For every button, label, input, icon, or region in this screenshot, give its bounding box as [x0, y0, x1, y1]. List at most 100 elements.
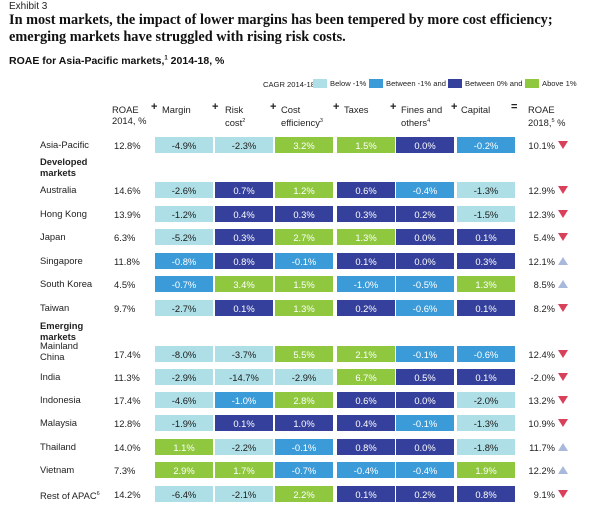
- header-roae-2018: ROAE 2018,5 %: [528, 104, 572, 128]
- roae-2018-value: 9.1%: [533, 489, 555, 500]
- cell-risk-cost: -3.7%: [215, 346, 273, 362]
- roae-2014-value: 7.3%: [114, 465, 136, 476]
- cell-fines-and-others: 0.0%: [396, 137, 454, 153]
- roae-2014-value: 11.8%: [114, 256, 140, 267]
- legend-label: Between 0% and 1%: [465, 79, 536, 88]
- cell-capital: 0.8%: [457, 486, 515, 502]
- cell-cost-efficiency: 1.2%: [275, 182, 333, 198]
- cell-margin: -0.7%: [155, 276, 213, 292]
- row-label-text: Taiwan: [40, 302, 70, 313]
- cell-fines-and-others: -0.5%: [396, 276, 454, 292]
- cell-margin: -4.9%: [155, 137, 213, 153]
- trend-up-icon: [558, 280, 568, 288]
- header-capital: Capital: [461, 104, 491, 115]
- trend-down-icon: [558, 350, 568, 358]
- trend-up-icon: [558, 257, 568, 265]
- row-label-text: Rest of APAC: [40, 490, 97, 502]
- roae-2018-value: -2.0%: [530, 372, 556, 383]
- cell-risk-cost: 0.1%: [215, 300, 273, 316]
- trend-down-icon: [558, 419, 568, 427]
- row-label-taiwan: Taiwan: [40, 302, 70, 314]
- header-risk-cost: Risk cost2: [225, 104, 265, 128]
- cell-taxes: 0.1%: [337, 253, 395, 269]
- cell-fines-and-others: -0.4%: [396, 462, 454, 478]
- cell-risk-cost: 0.3%: [215, 229, 273, 245]
- cell-fines-and-others: -0.1%: [396, 415, 454, 431]
- roae-2018-value: 12.4%: [528, 349, 555, 360]
- exhibit-label: Exhibit 3: [9, 1, 48, 12]
- group-emerging-markets: Emerging markets: [40, 320, 84, 342]
- row-label-text: South Korea: [40, 278, 93, 289]
- roae-2018-value: 10.9%: [528, 418, 555, 429]
- roae-2014-value: 17.4%: [114, 395, 141, 406]
- cell-fines-and-others: 0.5%: [396, 369, 454, 385]
- header-taxes: Taxes: [344, 104, 369, 115]
- cell-fines-and-others: -0.1%: [396, 346, 454, 362]
- cell-cost-efficiency: 2.8%: [275, 392, 333, 408]
- cell-cost-efficiency: 2.7%: [275, 229, 333, 245]
- row-label-text: India: [40, 371, 61, 382]
- row-label-text: Malaysia: [40, 417, 77, 428]
- cell-risk-cost: -2.1%: [215, 486, 273, 502]
- row-label-mainland-china: Mainland China: [40, 340, 85, 362]
- trend-down-icon: [558, 490, 568, 498]
- cell-risk-cost: -1.0%: [215, 392, 273, 408]
- roae-2018-value: 8.5%: [533, 279, 555, 290]
- header-cost-efficiency-footnote: 3: [319, 117, 323, 124]
- row-label-japan: Japan: [40, 231, 66, 243]
- header-roae-2018-unit: %: [554, 116, 566, 128]
- header-fines-text: Fines and others: [401, 104, 443, 128]
- row-label-text: Singapore: [40, 255, 83, 266]
- cell-margin: -6.4%: [155, 486, 213, 502]
- row-label-asia-pacific: Asia-Pacific: [40, 139, 89, 151]
- roae-2014-value: 13.9%: [114, 209, 141, 220]
- trend-down-icon: [558, 373, 568, 381]
- roae-2014-value: 14.6%: [114, 185, 141, 196]
- row-label-text: Mainland China: [40, 340, 79, 362]
- cell-cost-efficiency: 5.5%: [275, 346, 333, 362]
- trend-down-icon: [558, 304, 568, 312]
- trend-down-icon: [558, 141, 568, 149]
- row-label-malaysia: Malaysia: [40, 417, 77, 429]
- cell-risk-cost: 0.8%: [215, 253, 273, 269]
- header-fines-footnote: 4: [427, 117, 431, 124]
- cell-capital: -1.3%: [457, 182, 515, 198]
- roae-2014-value: 6.3%: [114, 232, 136, 243]
- cell-fines-and-others: -0.6%: [396, 300, 454, 316]
- roae-2018-value: 12.3%: [528, 209, 555, 220]
- trend-down-icon: [558, 186, 568, 194]
- cell-fines-and-others: 0.0%: [396, 253, 454, 269]
- row-label-rest-of-apac: Rest of APAC6: [40, 489, 100, 502]
- roae-2014-value: 17.4%: [114, 349, 141, 360]
- header-margin: Margin: [162, 104, 191, 115]
- cell-capital: 0.1%: [457, 369, 515, 385]
- header-risk-cost-footnote: 2: [242, 117, 246, 124]
- row-label-text: Vietnam: [40, 464, 75, 475]
- header-roae-2018-text: ROAE 2018,: [528, 104, 555, 128]
- row-label-indonesia: Indonesia: [40, 394, 81, 406]
- cell-cost-efficiency: 0.3%: [275, 206, 333, 222]
- trend-up-icon: [558, 466, 568, 474]
- legend-item-0-to-1: Between 0% and 1%: [448, 79, 536, 88]
- cell-risk-cost: -14.7%: [215, 369, 273, 385]
- legend-item-above-1: Above 1%: [525, 79, 577, 88]
- row-label-vietnam: Vietnam: [40, 464, 75, 476]
- trend-down-icon: [558, 396, 568, 404]
- cell-capital: 0.3%: [457, 253, 515, 269]
- cell-fines-and-others: -0.4%: [396, 182, 454, 198]
- cell-taxes: 0.1%: [337, 486, 395, 502]
- cell-taxes: 1.5%: [337, 137, 395, 153]
- cell-risk-cost: -2.2%: [215, 439, 273, 455]
- trend-down-icon: [558, 210, 568, 218]
- cell-capital: -1.5%: [457, 206, 515, 222]
- cell-fines-and-others: 0.2%: [396, 486, 454, 502]
- cell-taxes: 0.8%: [337, 439, 395, 455]
- roae-2018-value: 13.2%: [528, 395, 555, 406]
- row-label-australia: Australia: [40, 184, 76, 196]
- cell-cost-efficiency: 3.2%: [275, 137, 333, 153]
- cell-taxes: 0.6%: [337, 182, 395, 198]
- row-label-south-korea: South Korea: [40, 278, 93, 290]
- legend-label: Above 1%: [542, 79, 577, 88]
- cell-taxes: 1.3%: [337, 229, 395, 245]
- cell-taxes: 0.2%: [337, 300, 395, 316]
